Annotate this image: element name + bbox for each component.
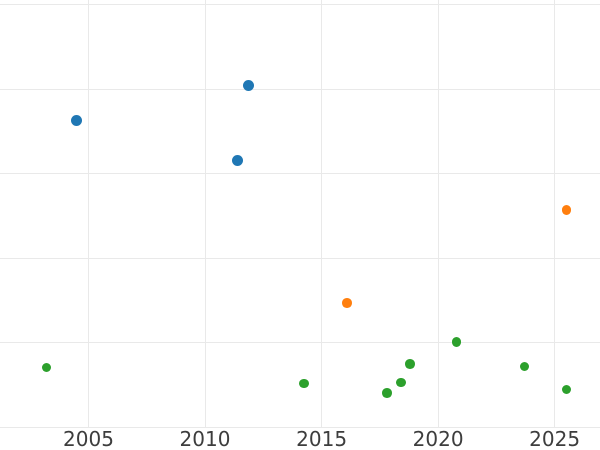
gridline-horizontal	[0, 88, 600, 90]
gridline-vertical	[321, 0, 323, 428]
x-tick-label: 2010	[179, 427, 231, 450]
scatter-point-green	[451, 337, 462, 347]
scatter-point-blue	[71, 115, 83, 126]
scatter-point-blue	[232, 154, 244, 166]
gridline-vertical	[437, 0, 439, 428]
x-axis: 2005 2010 2015 2020 2025	[0, 428, 600, 450]
scatter-point-green	[396, 377, 406, 388]
scatter-point-orange	[561, 205, 571, 215]
x-tick-label: 2015	[296, 427, 348, 450]
gridline-horizontal	[0, 173, 600, 175]
gridline-horizontal	[0, 427, 600, 428]
scatter-point-green	[382, 388, 392, 398]
scatter-point-green	[405, 359, 415, 369]
gridline-vertical	[554, 0, 556, 428]
gridline-horizontal	[0, 257, 600, 259]
gridline-vertical	[88, 0, 89, 428]
x-tick-label: 2020	[412, 427, 464, 450]
scatter-point-green	[519, 361, 529, 372]
x-tick-label: 2005	[63, 427, 114, 450]
scatter-point-green	[561, 384, 571, 395]
scatter-point-green	[41, 362, 52, 373]
scatter-point-orange	[342, 298, 352, 308]
plot-area	[0, 0, 600, 428]
scatter-point-blue	[242, 80, 254, 92]
gridline-horizontal	[0, 4, 600, 6]
gridline-vertical	[204, 0, 206, 428]
gridline-horizontal	[0, 342, 600, 344]
x-tick-label: 2025	[529, 427, 581, 450]
scatter-point-green	[299, 378, 309, 389]
